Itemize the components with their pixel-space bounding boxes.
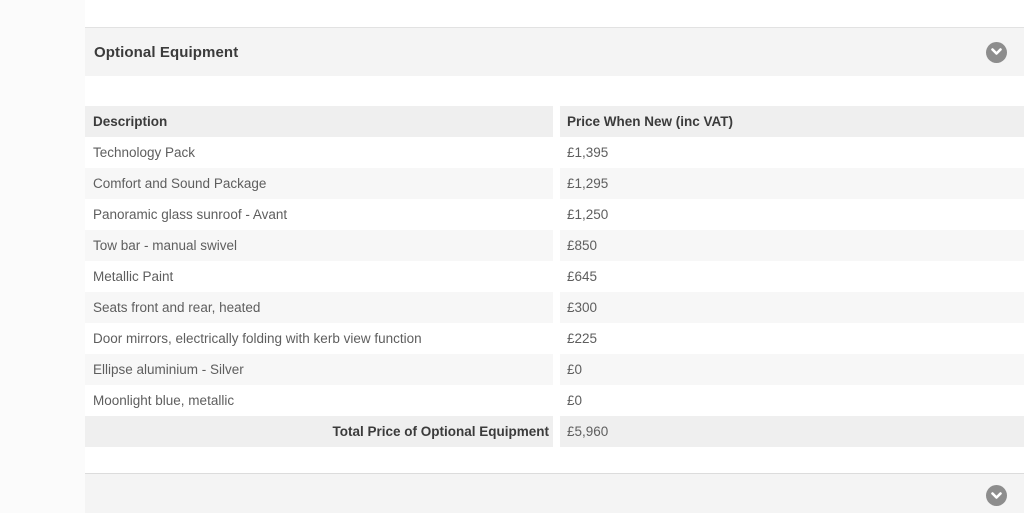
table-row: Metallic Paint £645 bbox=[85, 261, 1024, 292]
column-gap bbox=[553, 354, 560, 385]
column-gap bbox=[553, 230, 560, 261]
price-column-header: Price When New (inc VAT) bbox=[560, 106, 1024, 137]
row-description: Seats front and rear, heated bbox=[85, 292, 553, 323]
column-gap bbox=[553, 323, 560, 354]
row-price: £225 bbox=[567, 331, 598, 346]
row-description: Ellipse aluminium - Silver bbox=[85, 354, 553, 385]
next-section-header-bar bbox=[85, 473, 1024, 513]
table-row: Tow bar - manual swivel £850 bbox=[85, 230, 1024, 261]
row-description: Technology Pack bbox=[93, 145, 196, 160]
optional-equipment-table: Description Price When New (inc VAT) Tec… bbox=[85, 106, 1024, 447]
row-price: £645 bbox=[567, 269, 598, 284]
column-gap bbox=[553, 199, 560, 230]
row-price: £300 bbox=[560, 292, 1024, 323]
table-body: Technology Pack £1,395 Comfort and Sound… bbox=[85, 137, 1024, 416]
row-price: £1,250 bbox=[567, 207, 609, 222]
row-price: £850 bbox=[560, 230, 1024, 261]
column-gap bbox=[553, 261, 560, 292]
next-section-collapse-button[interactable] bbox=[986, 485, 1007, 506]
column-gap bbox=[553, 168, 560, 199]
column-gap bbox=[553, 137, 560, 168]
table-row: Ellipse aluminium - Silver £0 bbox=[85, 354, 1024, 385]
table-row: Moonlight blue, metallic £0 bbox=[85, 385, 1024, 416]
total-label: Total Price of Optional Equipment bbox=[85, 416, 553, 447]
total-value: £5,960 bbox=[560, 416, 1024, 447]
table-header-row: Description Price When New (inc VAT) bbox=[85, 106, 1024, 137]
chevron-down-icon bbox=[991, 48, 1002, 56]
table-row: Comfort and Sound Package £1,295 bbox=[85, 168, 1024, 199]
section-collapse-button[interactable] bbox=[986, 41, 1007, 63]
row-description: Door mirrors, electrically folding with … bbox=[93, 331, 422, 346]
table-row: Door mirrors, electrically folding with … bbox=[85, 323, 1024, 354]
optional-equipment-panel: Optional Equipment Description Price Whe… bbox=[85, 0, 1024, 513]
row-description: Moonlight blue, metallic bbox=[93, 393, 235, 408]
row-price: £0 bbox=[560, 354, 1024, 385]
section-header-bar: Optional Equipment bbox=[85, 27, 1024, 76]
row-description: Comfort and Sound Package bbox=[85, 168, 553, 199]
row-price: £0 bbox=[567, 393, 583, 408]
row-description: Tow bar - manual swivel bbox=[85, 230, 553, 261]
row-price: £1,295 bbox=[560, 168, 1024, 199]
table-row: Seats front and rear, heated £300 bbox=[85, 292, 1024, 323]
total-row: Total Price of Optional Equipment £5,960 bbox=[85, 416, 1024, 447]
column-gap bbox=[553, 385, 560, 416]
row-description: Panoramic glass sunroof - Avant bbox=[93, 207, 288, 222]
row-price: £1,395 bbox=[567, 145, 609, 160]
column-gap bbox=[553, 292, 560, 323]
column-gap bbox=[553, 416, 560, 447]
description-column-header: Description bbox=[85, 106, 553, 137]
row-description: Metallic Paint bbox=[93, 269, 174, 284]
column-gap bbox=[553, 106, 560, 137]
table-row: Technology Pack £1,395 bbox=[85, 137, 1024, 168]
table-row: Panoramic glass sunroof - Avant £1,250 bbox=[85, 199, 1024, 230]
section-title: Optional Equipment bbox=[94, 43, 239, 61]
